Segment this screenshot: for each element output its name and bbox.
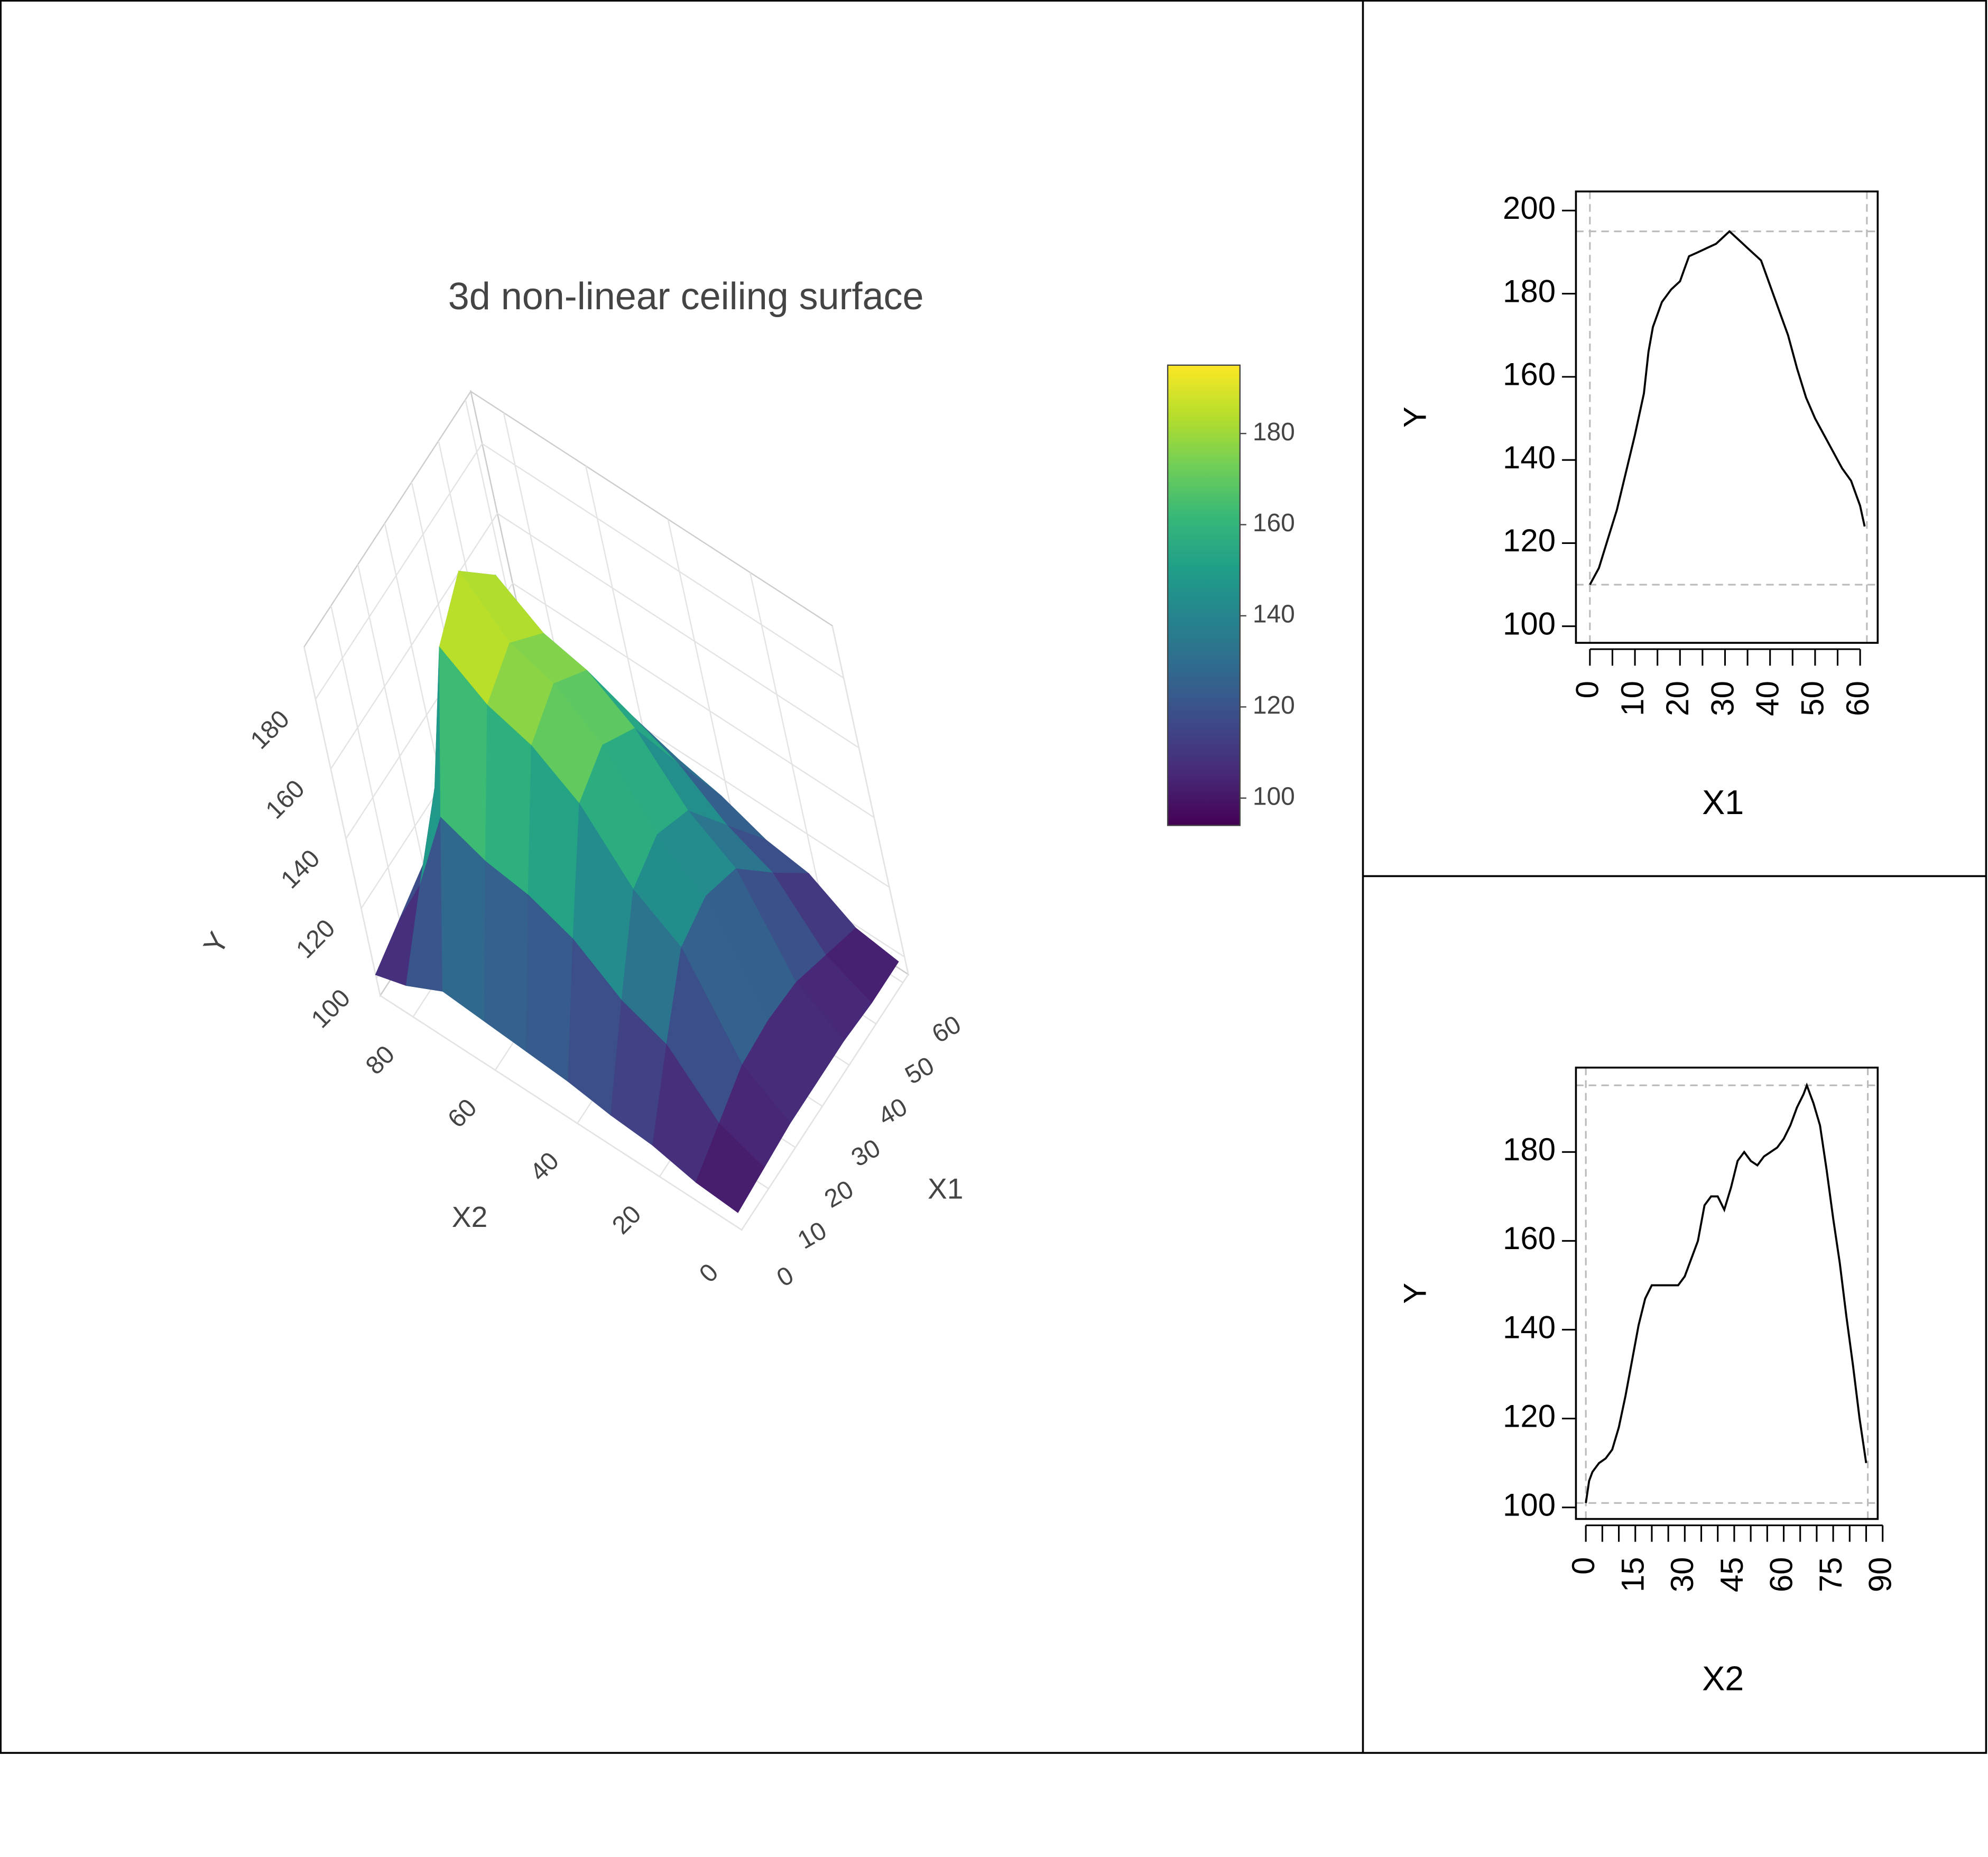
x2-axis-title: X2 [452,1200,487,1233]
colorbar-tick-label: 120 [1253,691,1295,719]
x-tick-label: 50 [1795,681,1830,716]
x-axis-title: X2 [1702,1659,1744,1698]
y-axis-title: Y [197,927,235,960]
y-tick-label: 100 [1503,1488,1556,1523]
x-tick-label: 15 [1615,1557,1651,1592]
x-tick-label: 45 [1714,1557,1750,1592]
grid-line [330,512,859,770]
y-tick-label: 160 [261,775,310,825]
y-tick-label: 120 [291,914,340,964]
y-tick-label: 140 [1503,440,1556,475]
y-tick-label: 160 [1503,1221,1556,1256]
x-tick-label: 60 [1840,681,1875,716]
x-tick-label: 10 [1615,681,1650,716]
line [1589,230,1866,585]
x-tick-label: 90 [1863,1557,1898,1592]
grid-line [741,625,909,1231]
y-tick-label: 140 [1503,1309,1556,1345]
colorbar-tick-label: 160 [1253,509,1295,537]
plot-box [1575,190,1879,644]
x-tick-label: 30 [1705,681,1740,716]
plot-box [1575,1066,1879,1520]
y-tick-label: 160 [1503,357,1556,392]
y-tick-label: 140 [276,844,326,894]
x2-tick-label: 40 [525,1147,565,1187]
x-axis-title: X1 [1702,783,1744,821]
colorbar-tick-label: 100 [1253,782,1295,810]
y-tick-label: 180 [1503,273,1556,309]
y-tick-label: 200 [1503,190,1556,226]
x-tick-label: 10 [793,1216,831,1255]
x-tick-label: 60 [1763,1557,1799,1592]
x-tick-label: 60 [927,1010,966,1049]
grid-line [315,442,844,700]
x-tick-label: 0 [772,1261,799,1292]
colorbar-tick-label: 180 [1253,418,1295,446]
x-tick-label: 40 [1750,681,1786,716]
y-axis-title: Y [1397,1283,1432,1304]
y-axis-title: Y [1397,406,1432,428]
x-tick-label: 20 [1660,681,1695,716]
surface-patch [695,1123,765,1213]
grid-line [303,646,742,1231]
x-tick-label: 50 [901,1051,939,1090]
y-tick-label: 120 [1503,1398,1556,1434]
y-tick-label: 180 [245,705,295,755]
line [1585,1082,1867,1503]
y-tick-label: 100 [1503,606,1556,641]
x-tick-label: 20 [820,1175,858,1214]
x-axis-title: X1 [928,1172,963,1205]
x-tick-label: 40 [874,1093,912,1131]
x2-tick-label: 20 [607,1200,646,1240]
x2-tick-label: 0 [694,1258,724,1288]
x2-tick-label: 60 [442,1094,482,1133]
y-tick-label: 120 [1503,523,1556,558]
grid-line [345,582,875,839]
x-tick-label: 0 [1570,681,1605,698]
colorbar-tick-label: 140 [1253,600,1295,629]
surface-patch [484,861,529,1052]
x-tick-label: 30 [847,1134,885,1172]
chart-title: 3d non-linear ceiling surface [448,275,924,318]
colorbar [1167,364,1241,826]
x-tick-label: 0 [1566,1557,1601,1574]
y-tick-label: 180 [1503,1132,1556,1167]
x-tick-label: 30 [1665,1557,1700,1592]
x-tick-label: 75 [1813,1557,1848,1592]
y-tick-label: 100 [306,984,356,1033]
x2-tick-label: 80 [360,1040,400,1080]
